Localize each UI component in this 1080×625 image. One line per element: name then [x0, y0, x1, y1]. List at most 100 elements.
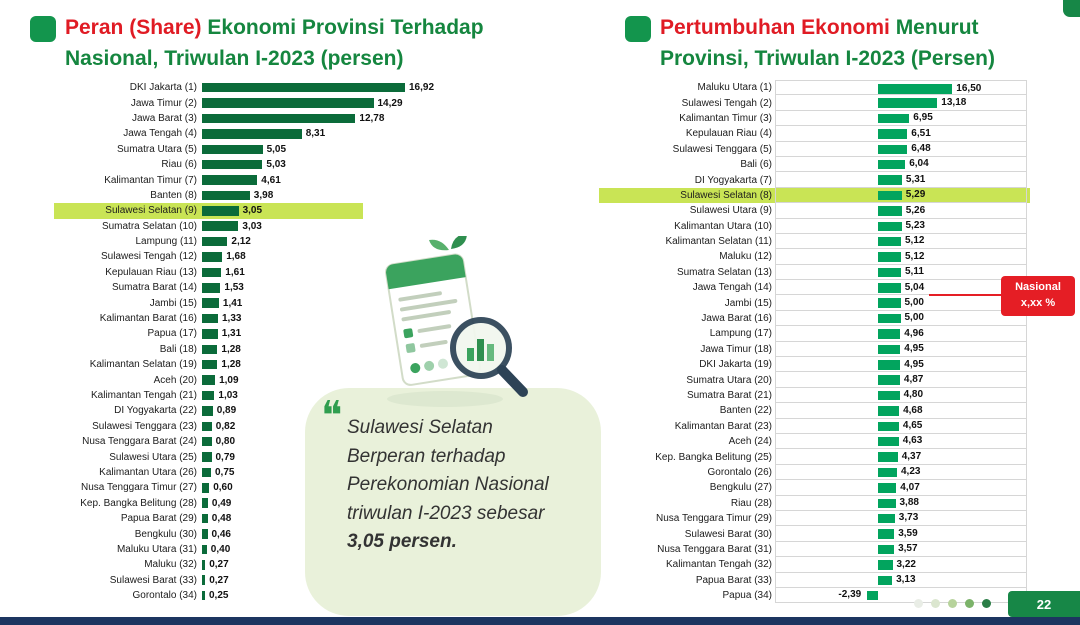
value-label: 4,95	[904, 358, 924, 370]
right-chart-title: Pertumbuhan Ekonomi Menurut Provinsi, Tr…	[660, 12, 995, 74]
right-chart-row: DKI Jakarta (19) 4,95	[625, 357, 1077, 373]
value-label: 4,95	[904, 343, 924, 355]
bar	[202, 175, 258, 185]
left-chart-row: Kalimantan Barat (16) 1,33	[30, 311, 570, 326]
province-label: Maluku (32)	[144, 559, 197, 571]
bar-wrap: 0,48	[202, 511, 231, 526]
bar-cell: 3,22	[775, 557, 1027, 573]
right-chart-row: Sumatra Barat (21) 4,80	[625, 387, 1077, 404]
bar	[202, 560, 206, 570]
bar-wrap: 0,82	[202, 419, 235, 434]
leaf-icon	[451, 236, 467, 249]
bar-wrap: 3,98	[202, 188, 273, 203]
value-label: 5,11	[905, 266, 924, 278]
province-label: Riau (28)	[730, 497, 772, 509]
bar	[878, 283, 901, 293]
right-chart-row: Sumatra Selatan (13) 5,11	[625, 264, 1077, 281]
value-label: 5,31	[905, 173, 926, 185]
bar-cell: 3,59	[775, 526, 1027, 542]
right-chart-row: Papua Barat (33) 3,13	[625, 572, 1077, 588]
value-label: 0,49	[211, 497, 232, 509]
right-chart: Pertumbuhan Ekonomi Menurut Provinsi, Tr…	[599, 12, 1077, 604]
left-chart-row: Riau (6) 5,03	[30, 157, 570, 172]
bar-wrap: 1,53	[202, 280, 244, 295]
bar-cell: 3,73	[775, 510, 1027, 527]
pagination-dot	[982, 599, 991, 608]
province-label: Maluku Utara (31)	[116, 543, 197, 555]
bar-cell: 16,50	[775, 80, 1027, 96]
right-chart-row: Kalimantan Barat (23) 4,65	[625, 418, 1077, 434]
bar	[878, 175, 902, 185]
value-label: 3,03	[242, 220, 262, 232]
bar	[878, 344, 901, 355]
right-chart-rows: Maluku Utara (1) 16,50 Sulawesi Tengah (2)…	[599, 80, 1077, 604]
province-label: Sulawesi Utara (25)	[109, 451, 197, 463]
bar-wrap: 2,12	[202, 234, 251, 249]
right-chart-row: Kalimantan Utara (10) 5,23	[625, 218, 1077, 234]
bar	[202, 82, 405, 93]
bar-wrap: 16,92	[202, 80, 434, 95]
bar	[202, 529, 208, 539]
bar-wrap: 0,89	[202, 403, 236, 418]
value-label: 4,65	[902, 420, 923, 432]
bar	[878, 298, 901, 308]
bar	[202, 452, 212, 462]
corner-decoration	[1063, 0, 1080, 17]
bar-cell: 6,95	[775, 110, 1027, 127]
right-chart-header: Pertumbuhan Ekonomi Menurut Provinsi, Tr…	[625, 12, 1077, 74]
left-chart-row: Sulawesi Barat (33) 0,27	[30, 573, 570, 588]
bar-wrap: 8,31	[202, 126, 325, 141]
title-green-part: Ekonomi Provinsi Terhadap	[201, 16, 484, 39]
value-label: 1,61	[225, 266, 245, 278]
bar-cell: 4,65	[775, 418, 1027, 434]
province-label: Banten (8)	[150, 189, 197, 201]
province-label: Kalimantan Tengah (21)	[91, 390, 197, 401]
value-label: 4,23	[901, 466, 921, 478]
bar-wrap: 12,78	[202, 111, 384, 126]
province-label: Sulawesi Tenggara (23)	[92, 420, 197, 432]
bar	[878, 421, 899, 432]
right-chart-row: Kepulauan Riau (4) 6,51	[625, 126, 1077, 142]
left-chart-row: Sulawesi Tenggara (23) 0,82	[30, 419, 570, 434]
bar	[202, 544, 207, 555]
bar-cell: 5,11	[775, 264, 1027, 281]
leaf-icon	[429, 239, 449, 251]
left-chart-row: Sulawesi Utara (25) 0,79	[30, 449, 570, 464]
right-chart-title-line2: Provinsi, Triwulan I-2023 (Persen)	[660, 47, 995, 70]
bar	[202, 313, 218, 324]
province-label: Kep. Bangka Belitung (25)	[655, 451, 772, 463]
bar	[878, 406, 900, 416]
callout-line	[929, 294, 1003, 296]
value-label: 3,13	[896, 574, 916, 585]
value-label: 0,79	[215, 451, 235, 463]
bar	[878, 129, 908, 139]
bar-wrap: 1,31	[202, 326, 241, 341]
bar	[878, 159, 906, 170]
bar	[878, 236, 901, 247]
analysis-illustration	[385, 236, 528, 407]
left-chart-row: Maluku (32) 0,27	[30, 557, 570, 572]
bar	[878, 575, 893, 585]
value-label: -2,39	[838, 589, 862, 601]
bar	[202, 359, 218, 370]
province-label: Jawa Timur (2)	[130, 97, 197, 109]
bar	[878, 84, 953, 94]
left-chart-row: Bengkulu (30) 0,46	[30, 526, 570, 541]
bar	[202, 483, 210, 493]
province-label: Aceh (24)	[728, 436, 772, 448]
value-label: 0,48	[211, 513, 232, 525]
right-chart-row: Kalimantan Tengah (32) 3,22	[625, 557, 1077, 573]
right-chart-row: Maluku (12) 5,12	[625, 249, 1077, 265]
value-label: 5,03	[266, 159, 286, 171]
left-chart-row: Lampung (11) 2,12	[30, 234, 570, 249]
bar-cell: 5,00	[775, 295, 1027, 311]
bar-wrap: 1,61	[202, 265, 245, 280]
right-chart-row: Aceh (24) 4,63	[625, 433, 1077, 450]
right-chart-row: Kep. Bangka Belitung (25) 4,37	[625, 449, 1077, 465]
province-label: Lampung (17)	[709, 328, 772, 340]
left-chart-row: DKI Jakarta (1) 16,92	[30, 80, 570, 95]
bar-wrap: 0,40	[202, 542, 230, 557]
green-square-icon	[30, 16, 56, 42]
left-chart: Peran (Share) Ekonomi Provinsi Terhadap …	[30, 12, 570, 603]
right-chart-row: Sumatra Utara (20) 4,87	[625, 372, 1077, 388]
